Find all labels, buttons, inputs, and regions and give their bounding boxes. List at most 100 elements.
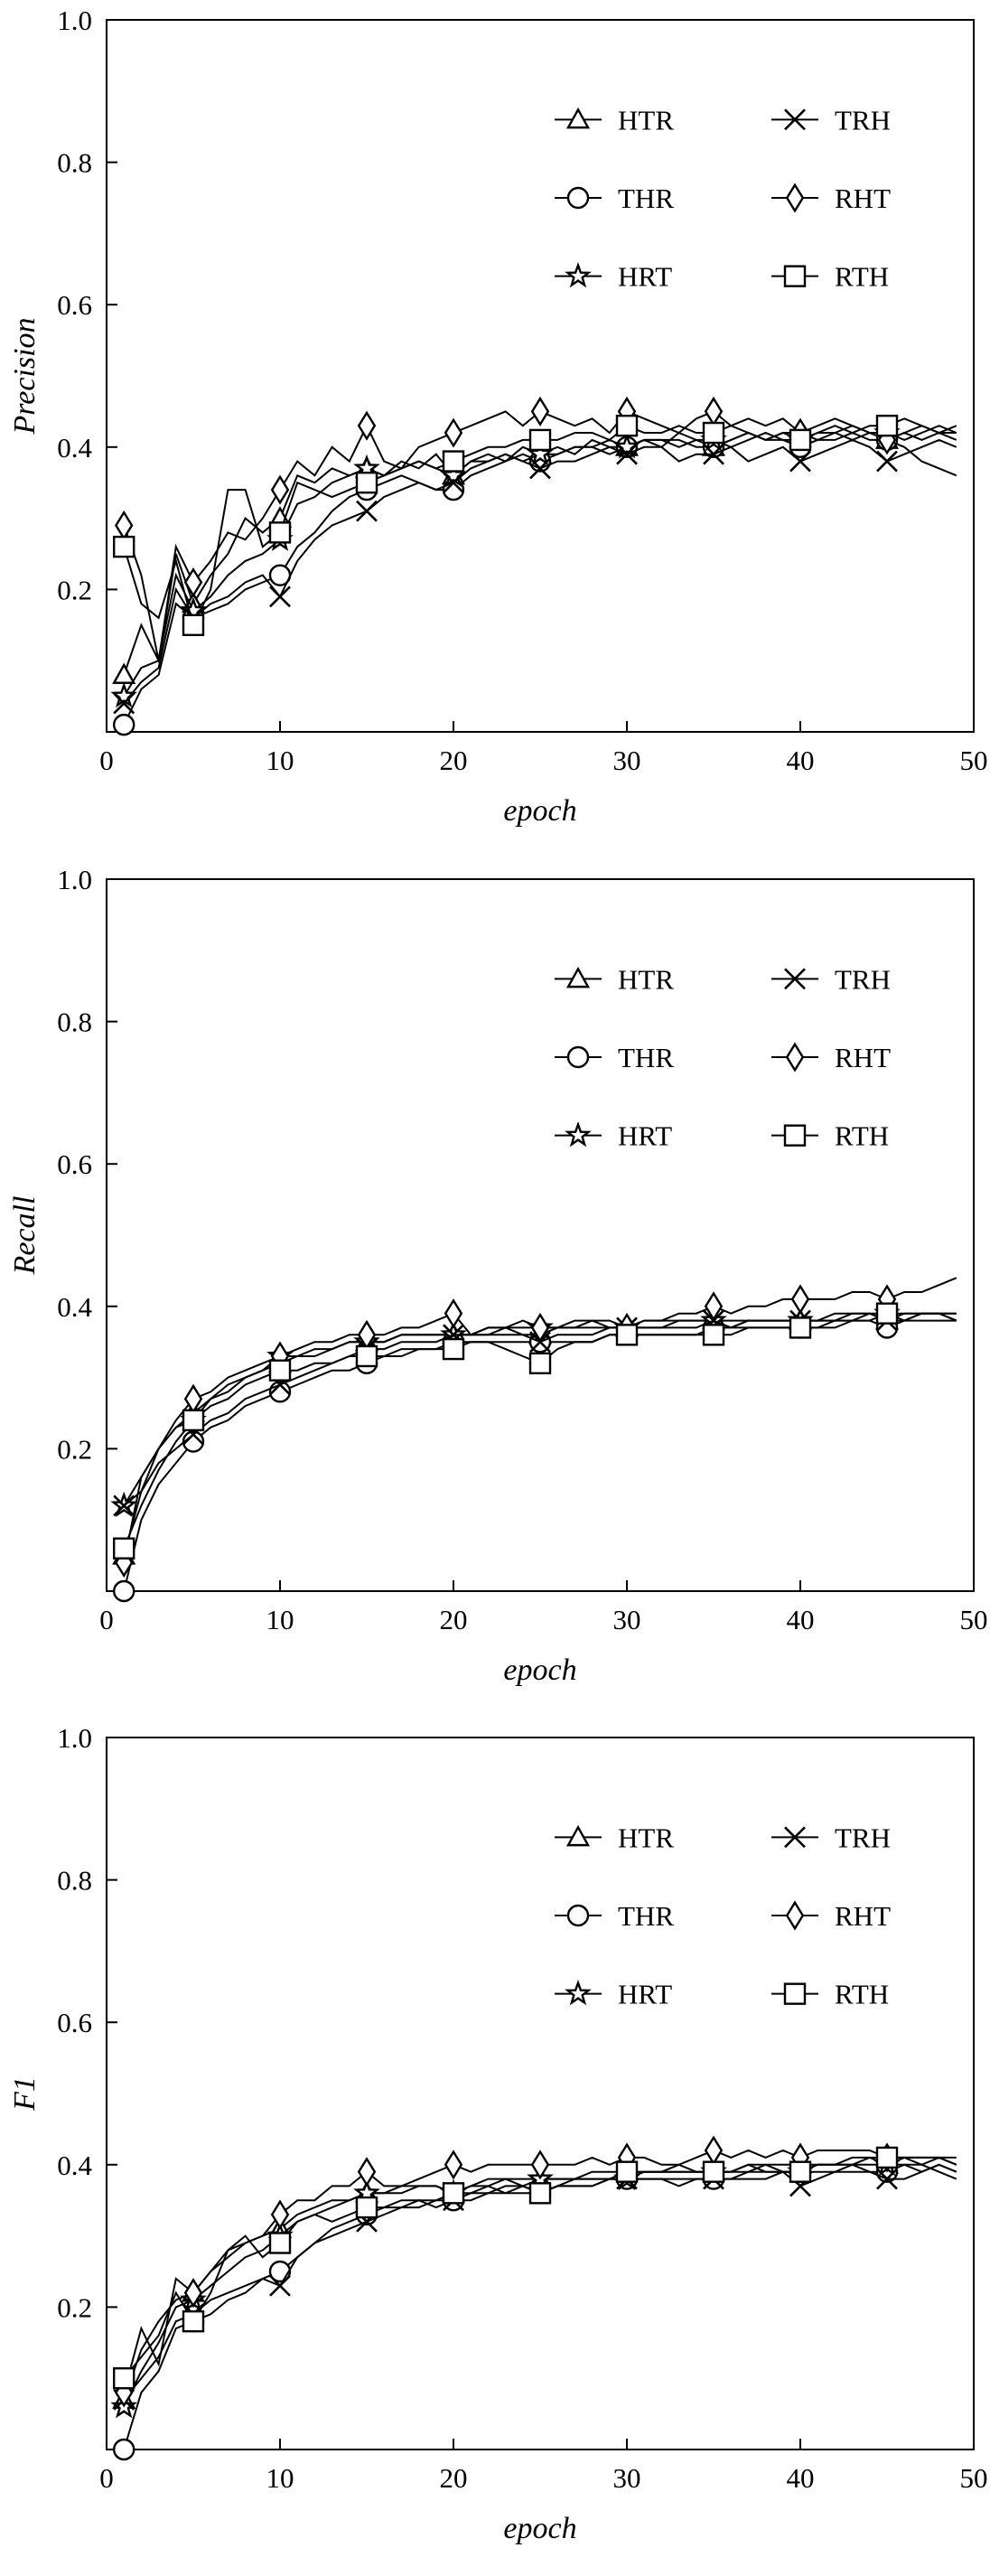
x-tick-label: 30 bbox=[613, 1604, 641, 1635]
legend: HTR THR HRT TRH RHT RTH bbox=[555, 104, 891, 293]
y-tick-label: 0.6 bbox=[57, 1148, 92, 1180]
legend: HTR THR HRT TRH RHT RTH bbox=[555, 963, 891, 1152]
series-THR bbox=[112, 428, 957, 736]
plot-frame bbox=[106, 878, 975, 1592]
data-point-RTH bbox=[702, 421, 725, 445]
y-tick-label: 0.6 bbox=[57, 2007, 92, 2038]
data-point-RTH bbox=[442, 450, 465, 473]
data-point-TRH bbox=[269, 585, 291, 608]
marker-stroke bbox=[269, 2274, 291, 2297]
legend-marker-TRH bbox=[784, 968, 806, 990]
data-point-RHT bbox=[444, 417, 463, 448]
marker-stroke bbox=[784, 108, 806, 131]
y-tick-label: 0.2 bbox=[57, 1433, 92, 1465]
marker-stroke bbox=[356, 500, 378, 522]
data-point-TRH bbox=[529, 457, 551, 480]
legend-marker-THR bbox=[566, 1904, 590, 1927]
data-point-RTH bbox=[615, 414, 639, 437]
data-point-THR bbox=[112, 1579, 135, 1603]
x-tick-label: 10 bbox=[266, 1604, 294, 1635]
x-tick-label: 30 bbox=[613, 2462, 641, 2494]
data-point-RHT bbox=[270, 2199, 290, 2230]
data-point-TRH bbox=[269, 2274, 291, 2297]
data-point-RHT bbox=[114, 510, 134, 541]
legend-label: RTH bbox=[835, 1979, 889, 2010]
data-point-TRH bbox=[876, 2168, 898, 2190]
data-point-RTH bbox=[875, 2146, 899, 2169]
x-tick-label: 40 bbox=[787, 1604, 815, 1635]
series-line-THR bbox=[123, 2163, 957, 2450]
data-point-RTH bbox=[615, 1324, 639, 1346]
x-tick-label: 0 bbox=[99, 2462, 114, 2494]
legend-marker-RTH bbox=[783, 1124, 807, 1147]
legend-item-HRT: HRT bbox=[555, 1979, 672, 2010]
legend-item-TRH: TRH bbox=[771, 1822, 891, 1853]
data-point-RHT bbox=[704, 1291, 724, 1322]
data-point-RTH bbox=[702, 1324, 725, 1346]
legend-label: THR bbox=[618, 1042, 674, 1073]
x-tick-label: 30 bbox=[613, 745, 641, 776]
legend-item-THR: THR bbox=[555, 183, 674, 214]
legend-label: THR bbox=[618, 183, 674, 214]
data-point-THR bbox=[112, 2438, 135, 2461]
data-point-TRH bbox=[113, 1494, 135, 1517]
x-tick-label: 40 bbox=[787, 2462, 815, 2494]
data-point-RHT bbox=[704, 2135, 724, 2166]
legend-item-TRH: TRH bbox=[771, 963, 891, 995]
data-point-TRH bbox=[443, 472, 464, 494]
legend-label: THR bbox=[618, 1900, 674, 1932]
series-line-TRH bbox=[123, 438, 957, 705]
series-line-THR bbox=[123, 431, 957, 726]
legend-item-RTH: RTH bbox=[771, 261, 889, 293]
legend-marker-TRH bbox=[784, 108, 806, 131]
y-tick-label: 0.4 bbox=[57, 1291, 92, 1323]
data-point-RTH bbox=[789, 428, 812, 452]
x-tick-label: 50 bbox=[960, 2462, 988, 2494]
data-point-RHT bbox=[183, 567, 203, 598]
data-point-RTH bbox=[702, 2160, 725, 2183]
legend-item-HTR: HTR bbox=[555, 1822, 674, 1853]
data-point-RTH bbox=[442, 2182, 465, 2205]
legend-label: RHT bbox=[835, 183, 891, 214]
data-point-RTH bbox=[182, 2309, 205, 2333]
x-tick-label: 20 bbox=[440, 745, 468, 776]
data-point-RHT bbox=[357, 410, 377, 441]
x-tick-label: 10 bbox=[266, 745, 294, 776]
y-tick-label: 1.0 bbox=[57, 5, 92, 36]
x-tick-label: 50 bbox=[960, 745, 988, 776]
y-tick-label: 0.8 bbox=[57, 1007, 92, 1038]
x-tick-label: 50 bbox=[960, 1604, 988, 1635]
legend-marker-HRT bbox=[565, 262, 592, 288]
legend-label: TRH bbox=[835, 963, 891, 995]
legend-label: HRT bbox=[618, 261, 672, 293]
series-RTH bbox=[112, 414, 957, 636]
plot-frame bbox=[106, 1737, 975, 2450]
legend-marker-THR bbox=[566, 1045, 590, 1069]
x-tick-label: 0 bbox=[99, 745, 114, 776]
y-tick-label: 1.0 bbox=[57, 1722, 92, 1754]
data-point-RHT bbox=[444, 2150, 463, 2180]
series-TRH bbox=[113, 438, 957, 715]
chart-panel-2: 0 10 20 30 40 50 0.2 0.4 0.6 0.8 1.0 epoch Recall HTR… bbox=[8, 864, 988, 1687]
data-point-RHT bbox=[790, 1284, 810, 1315]
legend-label: HRT bbox=[618, 1979, 672, 2010]
legend-marker-RHT bbox=[785, 1042, 805, 1073]
data-point-RTH bbox=[875, 414, 899, 437]
series-THR bbox=[112, 2160, 957, 2461]
data-point-RTH bbox=[355, 472, 378, 494]
data-point-RTH bbox=[615, 2160, 639, 2183]
legend-item-THR: THR bbox=[555, 1042, 674, 1073]
data-point-RTH bbox=[355, 1344, 378, 1368]
data-point-RTH bbox=[875, 1302, 899, 1325]
x-tick-label: 10 bbox=[266, 2462, 294, 2494]
legend-item-HTR: HTR bbox=[555, 104, 674, 136]
data-point-HRT bbox=[613, 433, 640, 459]
x-tick-label: 20 bbox=[440, 1604, 468, 1635]
data-point-RTH bbox=[789, 1316, 812, 1339]
series-HRT bbox=[110, 1299, 957, 1518]
legend-item-RHT: RHT bbox=[771, 183, 891, 214]
data-point-RHT bbox=[530, 396, 550, 426]
y-axis-title: Precision bbox=[8, 317, 42, 435]
data-point-RTH bbox=[112, 2366, 135, 2390]
legend-item-HRT: HRT bbox=[555, 1120, 672, 1152]
